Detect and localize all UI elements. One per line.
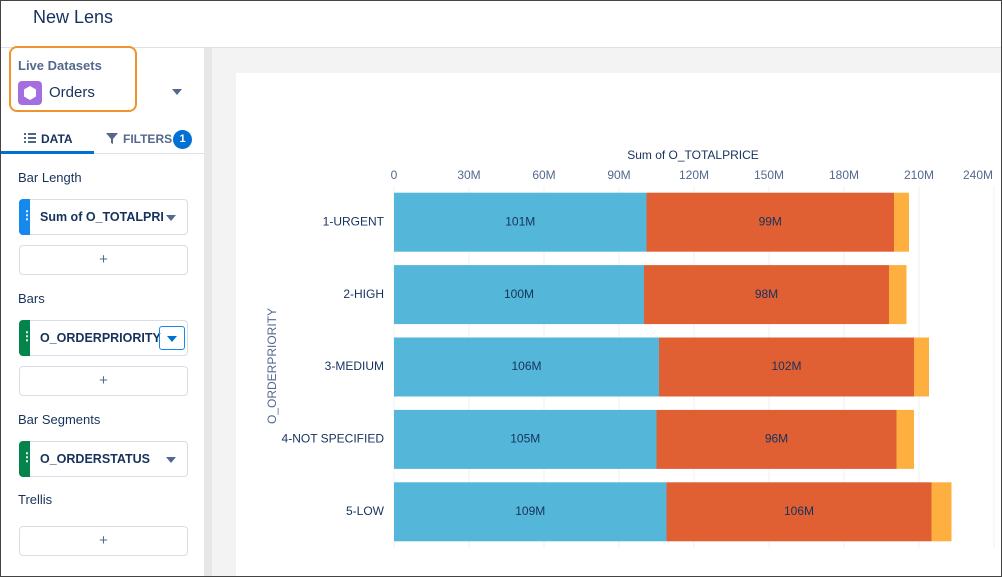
bar-segment <box>656 409 897 469</box>
add-button[interactable]: + <box>19 245 188 275</box>
filter-badge: 1 <box>173 130 192 149</box>
y-axis-title: O_ORDERPRIORITY <box>265 308 279 424</box>
section-title: Trellis <box>18 492 53 507</box>
value-label: 105M <box>510 432 540 446</box>
field-name: O_ORDERPRIORITY <box>40 331 161 345</box>
add-button[interactable]: + <box>19 526 188 556</box>
highlight-box <box>9 46 137 112</box>
bar-segment <box>659 337 914 397</box>
x-tick-label: 60M <box>532 168 555 182</box>
dataset-icon <box>18 81 42 105</box>
divider <box>1 153 204 154</box>
section-title: Bars <box>18 291 45 306</box>
value-label: 96M <box>765 432 788 446</box>
bar-segment <box>394 265 644 325</box>
value-label: 102M <box>771 359 801 373</box>
dropdown-caret[interactable] <box>172 89 182 95</box>
dataset-name[interactable]: Orders <box>49 84 95 101</box>
x-tick-label: 120M <box>679 168 709 182</box>
bar-segment <box>644 265 889 325</box>
header: New Lens <box>1 1 1001 48</box>
chart: Sum of O_TOTALPRICE O_ORDERPRIORITY 0 30M 60… <box>265 148 995 548</box>
chart-card: Sum of O_TOTALPRICE O_ORDERPRIORITY 0 30M 60… <box>236 73 1001 576</box>
tab-data[interactable]: DATA <box>1 126 94 154</box>
sidebar: Live Datasets Orders DATA FILTERS 1 Bar … <box>1 46 204 576</box>
field-pill[interactable]: Sum of O_TOTALPRI <box>19 199 188 235</box>
value-label: 99M <box>759 214 782 228</box>
bar-segment <box>394 337 659 397</box>
bar-segment <box>931 482 952 542</box>
value-label: 109M <box>515 504 545 518</box>
x-tick-label: 0 <box>391 168 398 182</box>
bar-segment <box>394 482 667 542</box>
bar-segment <box>896 409 914 469</box>
value-label: 98M <box>755 287 778 301</box>
x-axis-title: Sum of O_TOTALPRICE <box>627 148 759 162</box>
x-tick-label: 30M <box>457 168 480 182</box>
y-tick-label: 3-MEDIUM <box>325 359 384 373</box>
y-tick-label: 1-URGENT <box>323 214 385 228</box>
bar-segment <box>646 192 894 252</box>
x-tick-label: 90M <box>607 168 630 182</box>
y-tick-label: 4-NOT SPECIFIED <box>282 432 385 446</box>
y-tick-label: 5-LOW <box>346 504 385 518</box>
x-tick-label: 210M <box>904 168 934 182</box>
x-tick-label: 150M <box>754 168 784 182</box>
section-title: Bar Segments <box>18 412 101 427</box>
x-tick-label: 240M <box>963 168 993 182</box>
x-tick-label: 180M <box>829 168 859 182</box>
field-name: Sum of O_TOTALPRI <box>40 210 164 224</box>
field-pill[interactable]: O_ORDERPRIORITY <box>19 320 188 356</box>
bar-segment <box>394 409 657 469</box>
field-pill[interactable]: O_ORDERSTATUS <box>19 441 188 477</box>
add-button[interactable]: + <box>19 366 188 396</box>
y-tick-label: 2-HIGH <box>343 287 384 301</box>
tab-label: FILTERS <box>123 132 173 146</box>
value-label: 106M <box>511 359 541 373</box>
bar-segment <box>666 482 932 542</box>
value-label: 100M <box>504 287 534 301</box>
dataset-label: Live Datasets <box>18 58 102 73</box>
bar-segment <box>894 192 909 252</box>
tab-filters[interactable]: FILTERS <box>106 132 172 146</box>
section-title: Bar Length <box>18 170 82 185</box>
page-title: New Lens <box>33 7 114 27</box>
field-name: O_ORDERSTATUS <box>40 452 150 466</box>
value-label: 101M <box>505 214 535 228</box>
bar-segment <box>914 337 929 397</box>
tab-label: DATA <box>41 132 73 146</box>
value-label: 106M <box>784 504 814 518</box>
scrollbar[interactable] <box>204 48 212 576</box>
bar-segment <box>889 265 907 325</box>
bar-segment <box>394 192 647 252</box>
